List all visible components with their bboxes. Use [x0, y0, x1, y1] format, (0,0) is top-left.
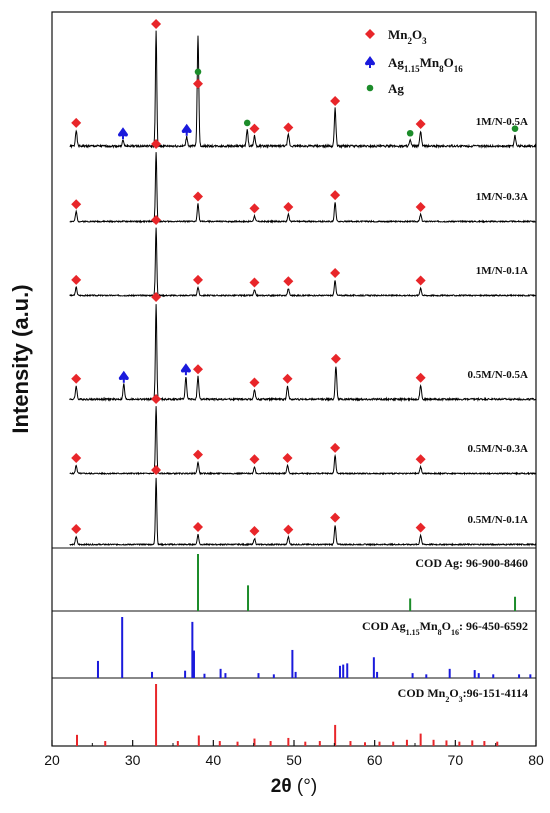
legend: Mn2O3 Ag1.15Mn8O16 Ag: [365, 27, 463, 96]
reference-label-1: COD Ag1.15Mn8O16: 96-450-6592: [362, 619, 528, 637]
diamond-marker-0-0: [71, 117, 82, 128]
diamond-marker-4-5: [330, 442, 341, 453]
y-axis-title: Intensity (a.u.): [8, 284, 33, 433]
x-axis-title: 2θ (°): [271, 776, 317, 797]
legend-label-2: Ag: [388, 81, 404, 96]
diamond-marker-2-4: [283, 276, 294, 287]
pattern-line-0: [69, 30, 537, 150]
x-tick-label-1: 30: [125, 752, 141, 768]
diamond-marker-4-0: [71, 452, 82, 463]
diamond-marker-5-5: [330, 512, 341, 523]
phase-markers: [71, 19, 519, 536]
circle-marker-0-6: [243, 119, 251, 127]
x-tick-label-3: 50: [286, 752, 302, 768]
reference-label-0: COD Ag: 96-900-8460: [415, 556, 528, 570]
diamond-marker-3-4: [193, 364, 204, 375]
legend-circle-icon: [366, 84, 374, 92]
diamond-marker-3-5: [249, 377, 260, 388]
spade-marker-3-1-stem: [122, 378, 125, 383]
diamond-marker-0-8: [283, 122, 294, 133]
pattern-line-5: [69, 477, 537, 547]
series-label-1: 1M/N-0.3A: [476, 191, 528, 203]
diamond-marker-3-6: [282, 373, 293, 384]
diamond-marker-3-0: [71, 373, 82, 384]
diamond-marker-1-4: [283, 202, 294, 212]
diamond-marker-0-4: [193, 78, 204, 89]
circle-marker-0-10: [406, 129, 414, 137]
diffraction-patterns: 1M/N-0.5A 1M/N-0.3A 1M/N-0.1A 0.5M/N-0.5A 0.…: [69, 30, 537, 547]
x-tick-label-4: 60: [367, 752, 383, 768]
spade-marker-3-3: [180, 363, 191, 376]
series-label-0: 1M/N-0.5A: [476, 116, 528, 128]
series-label-2: 1M/N-0.1A: [476, 265, 528, 277]
diamond-marker-5-4: [283, 524, 294, 535]
diamond-marker-2-2: [193, 274, 204, 285]
diamond-marker-1-0: [71, 199, 82, 210]
series-label-4: 0.5M/N-0.3A: [468, 443, 529, 455]
series-label-3: 0.5M/N-0.5A: [468, 369, 529, 381]
diamond-marker-2-6: [415, 275, 426, 286]
spade-marker-3-1-body: [118, 370, 129, 381]
spade-marker-3-1: [118, 370, 129, 383]
diamond-marker-5-6: [415, 522, 426, 533]
diamond-marker-5-3: [249, 525, 260, 536]
spade-marker-0-3-body: [181, 123, 192, 134]
x-tick-label-5: 70: [448, 752, 464, 768]
spade-marker-0-1: [117, 127, 128, 140]
diamond-marker-5-2: [193, 521, 204, 532]
diamond-marker-3-2: [151, 292, 162, 302]
circle-marker-0-5: [194, 68, 202, 76]
diamond-marker-1-5: [330, 190, 341, 201]
circle-marker-0-12: [511, 125, 519, 132]
diamond-marker-0-7: [249, 123, 260, 134]
legend-label-1: Ag1.15Mn8O16: [388, 55, 463, 74]
x-tick-label-6: 80: [528, 752, 544, 768]
spade-marker-0-1-stem: [121, 135, 124, 140]
spade-marker-3-3-stem: [184, 371, 187, 376]
diamond-marker-0-11: [415, 119, 426, 130]
pattern-line-1: [69, 152, 537, 224]
legend-spade-icon-stem: [369, 64, 371, 68]
diamond-marker-4-3: [249, 454, 260, 465]
diamond-marker-1-1: [151, 139, 162, 149]
diamond-marker-2-1: [151, 215, 162, 225]
legend-spade-icon: [365, 56, 375, 68]
x-tick-label-2: 40: [206, 752, 222, 768]
pattern-line-2: [69, 227, 537, 298]
diamond-marker-1-3: [249, 203, 260, 214]
legend-spade-icon-body: [365, 56, 375, 66]
spade-marker-3-3-body: [180, 363, 191, 373]
spade-marker-0-1-body: [117, 127, 128, 137]
diamond-marker-2-3: [249, 277, 260, 288]
diamond-marker-0-9: [330, 96, 341, 107]
diamond-marker-2-0: [71, 274, 82, 285]
diamond-marker-3-8: [415, 372, 426, 383]
reference-label-2: COD Mn2O3:96-151-4114: [398, 686, 528, 704]
diamond-marker-1-2: [193, 191, 204, 202]
spade-marker-0-3-stem: [185, 131, 188, 136]
spade-marker-0-3: [181, 123, 192, 136]
pattern-line-4: [69, 406, 537, 476]
diamond-marker-5-1: [151, 465, 162, 475]
pattern-line-3: [69, 304, 537, 403]
legend-diamond-icon: [365, 29, 375, 39]
diamond-marker-5-0: [71, 523, 82, 534]
diamond-marker-3-7: [330, 353, 341, 364]
diamond-marker-4-6: [415, 454, 426, 465]
diamond-marker-0-2: [151, 19, 162, 29]
diamond-marker-4-4: [282, 452, 293, 463]
diamond-marker-2-5: [330, 268, 341, 279]
axes: 20 30 40 50 60 70 80 2θ (°) Intensity (a.u.): [8, 284, 544, 797]
x-tick-label-0: 20: [44, 752, 60, 768]
diamond-marker-1-6: [415, 202, 426, 212]
series-label-5: 0.5M/N-0.1A: [468, 514, 529, 526]
reference-panels: COD Ag: 96-900-8460 COD Ag1.15Mn8O16: 96-…: [76, 554, 532, 746]
diamond-marker-4-1: [151, 394, 162, 404]
diamond-marker-4-2: [193, 449, 204, 460]
legend-label-0: Mn2O3: [388, 27, 427, 46]
